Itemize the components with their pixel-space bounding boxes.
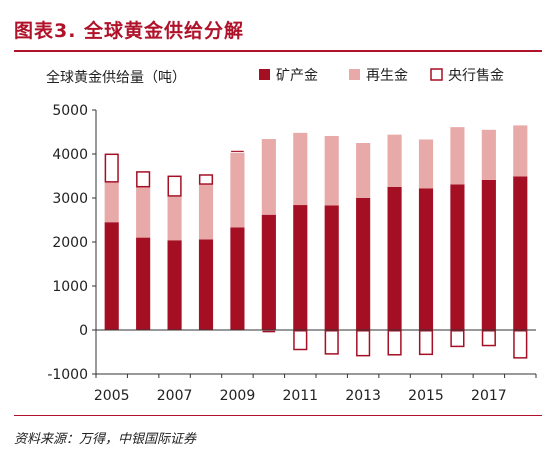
- footer-divider: [14, 415, 542, 416]
- bar-mine-2017: [481, 179, 496, 330]
- bar-mine-2005: [104, 222, 119, 330]
- legend-swatch-1: [349, 69, 360, 80]
- title-divider: [14, 50, 542, 52]
- bar-recycle-2007: [167, 196, 182, 241]
- x-tick-label: 2011: [282, 388, 318, 404]
- source-note: 资料来源：万得，中银国际证券: [14, 432, 197, 447]
- bar-mine-2014: [387, 187, 402, 330]
- bar-recycle-2006: [136, 187, 151, 238]
- x-axis: 2005 2007 2009 2011 2013 2015 2017: [94, 329, 537, 404]
- legend-swatch-0: [259, 69, 270, 80]
- bar-mine-2010: [261, 214, 276, 330]
- bar-central-2018: [513, 330, 528, 359]
- legend-label-2: 央行售金: [448, 68, 504, 84]
- y-axis: -1000 0 1000 2000 3000 4000 5000: [47, 103, 97, 383]
- bar-central-2017: [481, 330, 496, 347]
- legend-label-1: 再生金: [366, 68, 408, 84]
- x-tick-label: 2017: [471, 388, 507, 404]
- bar-mine-2007: [167, 240, 182, 330]
- bar-central-2011: [293, 330, 308, 351]
- bar-recycle-2008: [198, 184, 214, 240]
- y-tick-label: -1000: [47, 367, 88, 383]
- bar-recycle-2005: [104, 182, 119, 223]
- x-tick-label: 2013: [345, 388, 381, 404]
- bar-mine-2016: [450, 184, 465, 330]
- bar-recycle-2011: [293, 132, 308, 206]
- x-tick-label: 2007: [157, 388, 193, 404]
- bar-central-2008: [198, 174, 214, 185]
- bar-recycle-2018: [513, 125, 528, 177]
- bar-central-2009: [231, 150, 244, 152]
- bar-recycle-2015: [418, 139, 434, 189]
- y-axis-label: 全球黄金供给量（吨）: [46, 69, 186, 86]
- y-tick-label: 5000: [52, 103, 88, 119]
- bar-central-2013: [356, 330, 371, 357]
- bar-central-2015: [418, 330, 434, 356]
- legend: 矿产金 再生金 央行售金: [259, 68, 504, 84]
- bar-mine-2013: [356, 198, 371, 330]
- bar-mine-2006: [136, 237, 151, 330]
- y-tick-label: 3000: [52, 191, 88, 207]
- bar-central-2006: [136, 171, 151, 188]
- x-tick-label: 2005: [94, 388, 130, 404]
- bar-mine-2008: [198, 239, 214, 330]
- gold-supply-chart: 全球黄金供给量（吨） 矿产金 再生金 央行售金 -1000 0 1000 2000 3000…: [46, 68, 537, 404]
- bar-central-2012: [324, 330, 339, 355]
- bars: [104, 125, 528, 359]
- bar-recycle-2012: [324, 135, 339, 206]
- bar-mine-2015: [418, 188, 434, 330]
- legend-label-0: 矿产金: [276, 68, 318, 84]
- bar-central-2005: [104, 153, 119, 183]
- bar-recycle-2017: [481, 129, 496, 180]
- bar-recycle-2014: [387, 134, 402, 187]
- bar-central-2016: [450, 330, 465, 348]
- bar-mine-2009: [230, 227, 245, 330]
- x-tick-label: 2009: [220, 388, 256, 404]
- bar-central-2014: [387, 330, 402, 356]
- bar-recycle-2010: [261, 139, 276, 215]
- bar-recycle-2009: [230, 152, 245, 228]
- y-tick-label: 1000: [52, 279, 88, 295]
- legend-swatch-2: [430, 68, 443, 81]
- figure-title: 图表3. 全球黄金供给分解: [14, 20, 245, 42]
- bar-mine-2011: [293, 205, 308, 330]
- bar-recycle-2013: [356, 143, 371, 198]
- bar-central-2007: [167, 175, 182, 197]
- bar-mine-2018: [513, 176, 528, 330]
- y-tick-label: 2000: [52, 235, 88, 251]
- bar-recycle-2016: [450, 127, 465, 185]
- y-tick-label: 4000: [52, 147, 88, 163]
- bar-mine-2012: [324, 205, 339, 330]
- bar-central-2010: [262, 330, 276, 333]
- x-tick-label: 2015: [408, 388, 444, 404]
- y-tick-label: 0: [79, 323, 88, 339]
